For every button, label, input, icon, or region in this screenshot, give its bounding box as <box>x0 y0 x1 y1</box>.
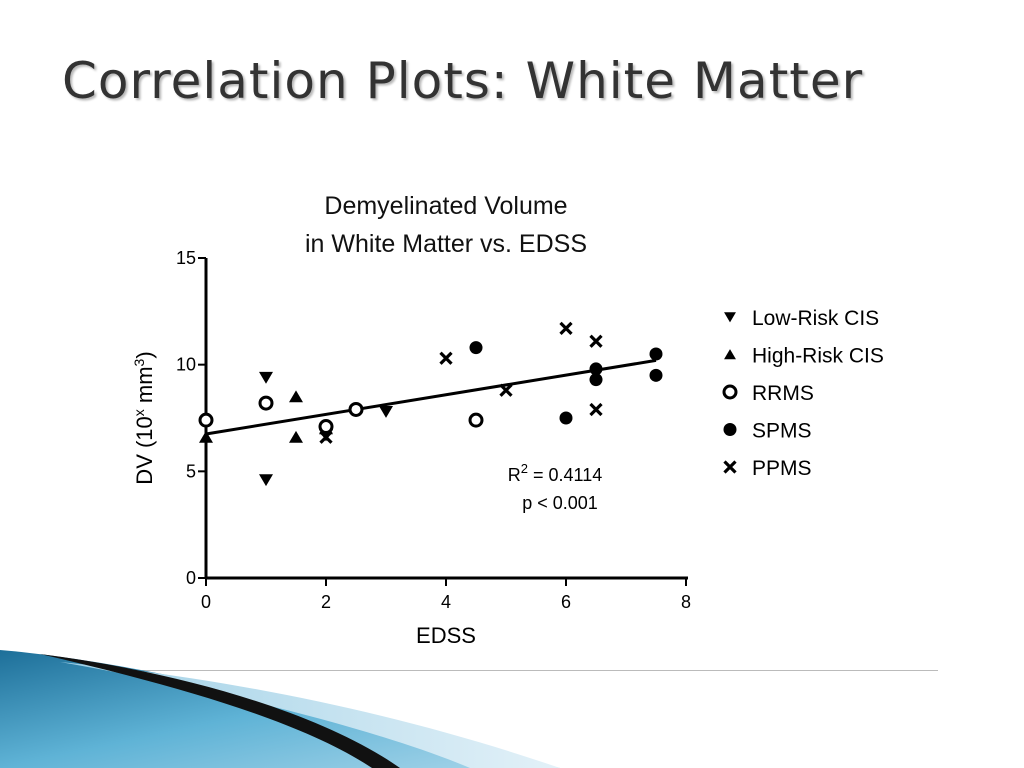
decorative-swoosh <box>0 0 1024 768</box>
